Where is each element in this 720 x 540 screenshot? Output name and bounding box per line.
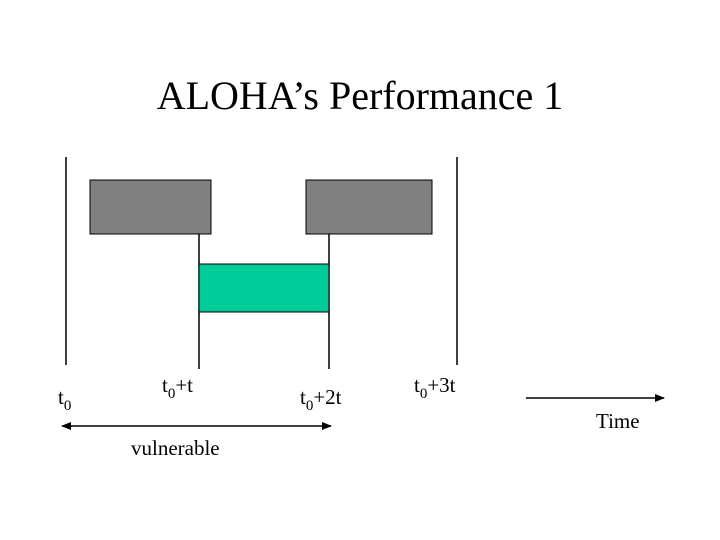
label-t0: t0 <box>58 385 71 414</box>
label-t0-plus-3t: t0+3t <box>414 373 456 402</box>
label-vulnerable: vulnerable <box>131 436 220 460</box>
frame-before <box>89 179 212 235</box>
label-time: Time <box>596 409 640 433</box>
label-t0-plus-t: t0+t <box>162 373 193 402</box>
slide-title: ALOHA’s Performance 1 <box>156 73 564 118</box>
frame-target <box>198 263 330 313</box>
frame-after <box>305 179 433 235</box>
label-t0-plus-2t: t0+2t <box>300 385 342 414</box>
